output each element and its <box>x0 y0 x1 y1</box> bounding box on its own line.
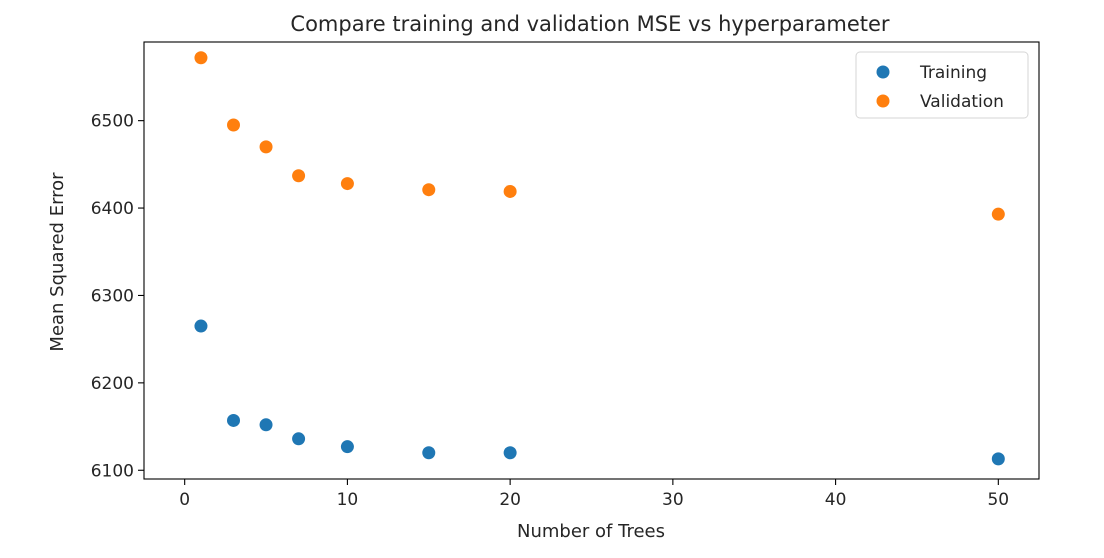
point-training-4 <box>340 440 354 454</box>
point-validation-0 <box>194 51 208 65</box>
point-validation-3 <box>292 169 306 183</box>
x-axis-label: Number of Trees <box>517 521 665 542</box>
x-axis: 0 10 20 30 40 50 <box>179 479 1009 510</box>
legend-box <box>855 51 1029 119</box>
y-tick-label: 6300 <box>91 286 134 306</box>
point-training-6 <box>503 446 517 460</box>
chart-title: Compare training and validation MSE vs h… <box>290 12 890 36</box>
x-tick-label: 0 <box>179 490 190 510</box>
point-training-3 <box>292 432 306 446</box>
x-tick-label: 40 <box>825 490 847 510</box>
y-axis-label: Mean Squared Error <box>47 172 68 352</box>
y-tick-label: 6100 <box>91 461 134 481</box>
point-validation-1 <box>227 118 240 132</box>
legend-label-validation: Validation <box>920 92 1004 112</box>
y-tick-label: 6400 <box>91 199 134 219</box>
point-validation-7 <box>991 207 1005 221</box>
point-validation-4 <box>340 177 354 191</box>
y-tick-label: 6200 <box>91 374 134 394</box>
legend: Training Validation <box>855 51 1029 119</box>
point-validation-2 <box>259 140 273 154</box>
x-tick-label: 30 <box>662 490 684 510</box>
point-training-0 <box>194 319 208 333</box>
y-tick-label: 6500 <box>91 112 134 132</box>
data-points <box>194 51 1005 466</box>
x-tick-label: 10 <box>337 490 359 510</box>
point-validation-5 <box>422 183 436 197</box>
legend-marker-validation <box>876 94 890 108</box>
point-training-7 <box>991 452 1005 466</box>
point-training-5 <box>422 446 436 460</box>
point-validation-6 <box>503 184 517 198</box>
x-tick-label: 50 <box>987 490 1009 510</box>
y-axis: 6100 6200 6300 6400 6500 <box>91 112 144 481</box>
point-training-1 <box>227 413 240 427</box>
x-tick-label: 20 <box>499 490 521 510</box>
legend-label-training: Training <box>919 63 987 83</box>
legend-marker-training <box>876 65 890 79</box>
point-training-2 <box>259 418 273 432</box>
